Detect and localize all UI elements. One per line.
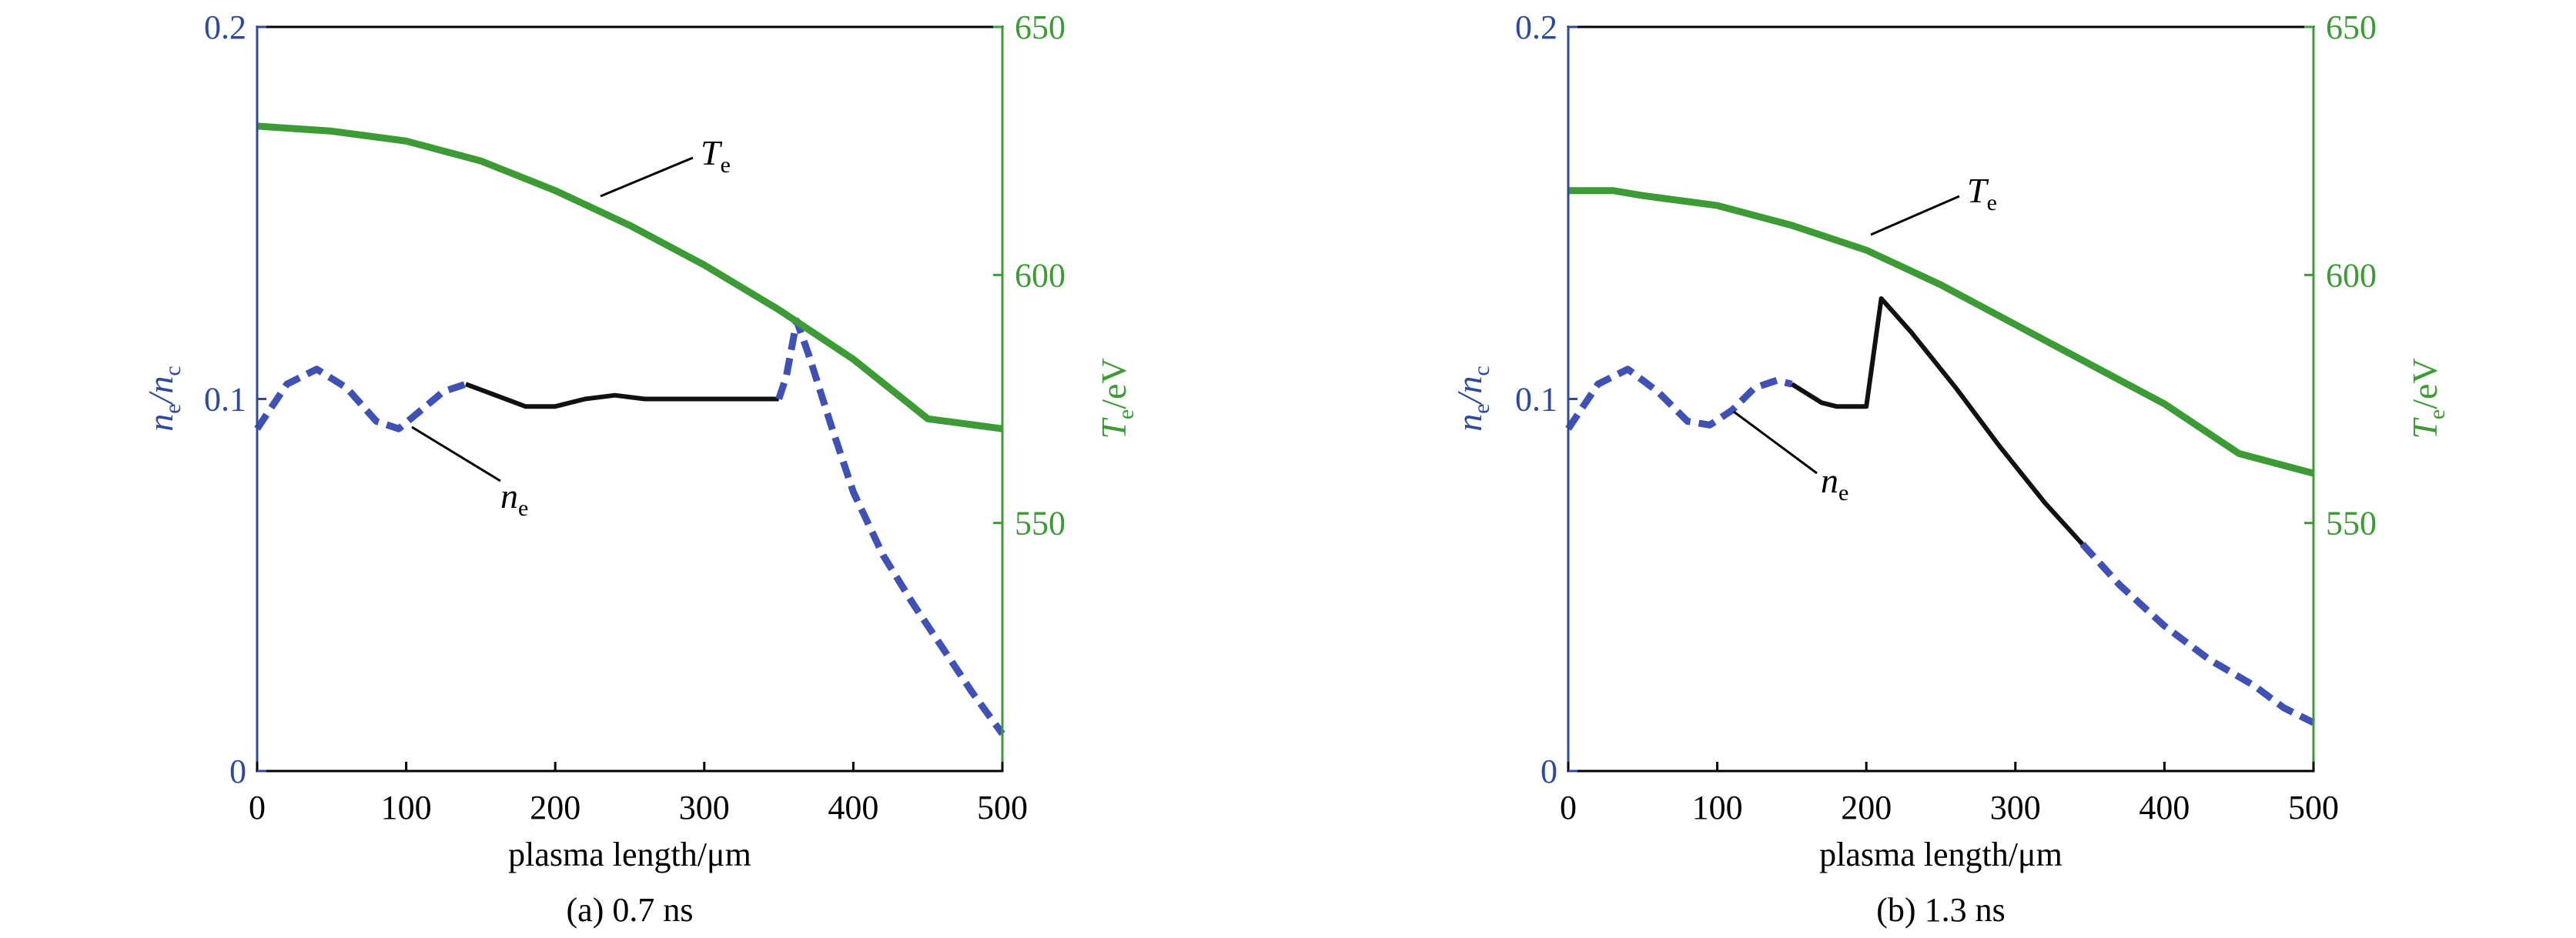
y-left-main-b: n xyxy=(1450,414,1489,432)
ne-solid-segment-b-1 xyxy=(1790,296,2085,546)
y-left-main-a: n xyxy=(141,414,180,432)
te-annotation-leader-a xyxy=(600,156,694,198)
ne-dashed-segment-a-0 xyxy=(254,366,467,432)
y-right-tick-label-b-1: 600 xyxy=(2326,256,2377,294)
te-annotation-b: Te xyxy=(1967,171,1997,215)
te-annotation-leader-b xyxy=(1870,195,1960,236)
ne-annotation-leader-b xyxy=(1733,410,1818,475)
y-right-sub-a: e xyxy=(1113,409,1139,419)
x-tick-label-a-2: 200 xyxy=(530,789,580,826)
y-right-rest-a: /eV xyxy=(1094,358,1133,409)
te-series-line-a-3 xyxy=(256,122,1003,432)
y-right-rest-b: /eV xyxy=(2405,358,2444,409)
te-annotation-main-a: T xyxy=(701,133,723,172)
ne-dashed-segment-b-0 xyxy=(1565,366,1793,431)
y-right-tick-label-a-2: 650 xyxy=(1015,8,1066,46)
y-left-tick-label-b-2: 0.2 xyxy=(1515,8,1557,46)
te-annotation-main-b: T xyxy=(1967,171,1989,210)
x-tick-label-b-4: 400 xyxy=(2139,789,2190,826)
x-tick-label-a-4: 400 xyxy=(828,789,878,826)
panel-b: 0 100 200 300 400 500 0 0.1 0.2 550 600 650 plasma … xyxy=(1450,8,2450,929)
series-layer-a xyxy=(254,122,1005,736)
y-left-sub2-b: c xyxy=(1469,366,1494,376)
y-right-tick-label-b-2: 650 xyxy=(2326,8,2377,46)
y-right-tick-label-a-0: 550 xyxy=(1015,505,1066,542)
ne-annotation-leader-a xyxy=(411,426,501,482)
y-right-tick-label-a-1: 600 xyxy=(1015,256,1066,294)
x-tick-label-b-2: 200 xyxy=(1841,789,1892,826)
y-left-tick-label-b-1: 0.1 xyxy=(1515,381,1557,419)
y-left-tick-label-b-0: 0 xyxy=(1541,753,1557,790)
y-left-sub2-a: c xyxy=(160,366,186,376)
ne-dashed-segment-b-2 xyxy=(2079,542,2316,726)
ne-annotation-main-b: n xyxy=(1821,461,1838,500)
y-left-tick-label-a-0: 0 xyxy=(229,753,246,790)
x-axis-label-a: plasma length/μm xyxy=(508,836,751,873)
plot-frame-b xyxy=(1567,25,2315,773)
series-layer-b xyxy=(1565,187,2316,726)
y-right-main-a: T xyxy=(1094,417,1133,439)
te-annotation-sub-b: e xyxy=(1987,190,1997,215)
y-right-label-a: Te/eV xyxy=(1094,358,1139,439)
y-right-sub-b: e xyxy=(2424,409,2450,419)
x-axis-label-b: plasma length/μm xyxy=(1819,836,2062,873)
x-tick-label-b-1: 100 xyxy=(1692,789,1743,826)
ne-annotation-main-a: n xyxy=(500,476,518,516)
y-left-tick-label-a-2: 0.2 xyxy=(204,8,246,46)
y-right-main-b: T xyxy=(2405,417,2444,439)
ne-annotation-sub-b: e xyxy=(1838,480,1848,506)
x-tick-label-b-3: 300 xyxy=(1990,789,2041,826)
ticks-layer-a: 0 100 200 300 400 500 0 0.1 0.2 550 600 650 xyxy=(204,8,1066,826)
y-left-slash-a: /n xyxy=(141,376,180,406)
ne-annotation-b: ne xyxy=(1821,461,1848,506)
te-annotation-sub-a: e xyxy=(721,152,731,178)
y-left-sub1-a: e xyxy=(160,403,186,413)
caption-a: (a) 0.7 ns xyxy=(567,891,694,929)
x-tick-label-b-5: 500 xyxy=(2288,789,2339,826)
ne-solid-segment-a-1 xyxy=(464,382,779,409)
ticks-layer-b: 0 100 200 300 400 500 0 0.1 0.2 550 600 650 xyxy=(1515,8,2377,826)
y-left-tick-label-a-1: 0.1 xyxy=(204,381,246,419)
y-left-label-b: ne/nc xyxy=(1450,366,1494,431)
ne-annotation-sub-a: e xyxy=(518,496,528,521)
x-tick-label-a-3: 300 xyxy=(679,789,730,826)
ne-dashed-segment-a-2 xyxy=(775,317,1005,736)
te-series-line-b-3 xyxy=(1568,187,2315,477)
x-tick-label-a-0: 0 xyxy=(249,789,266,826)
te-annotation-a: Te xyxy=(701,133,731,178)
panel-a: 0 100 200 300 400 500 0 0.1 0.2 550 600 650 plasma … xyxy=(141,8,1139,929)
ne-annotation-a: ne xyxy=(500,476,528,521)
y-right-label-b: Te/eV xyxy=(2405,358,2450,439)
y-left-label-a: ne/nc xyxy=(141,366,186,431)
x-tick-label-b-0: 0 xyxy=(1560,789,1577,826)
caption-b: (b) 1.3 ns xyxy=(1876,891,2005,929)
y-left-slash-b: /n xyxy=(1450,376,1489,406)
x-tick-label-a-5: 500 xyxy=(977,789,1028,826)
y-left-sub1-b: e xyxy=(1469,403,1494,413)
x-tick-label-a-1: 100 xyxy=(381,789,432,826)
y-right-tick-label-b-0: 550 xyxy=(2326,505,2377,542)
